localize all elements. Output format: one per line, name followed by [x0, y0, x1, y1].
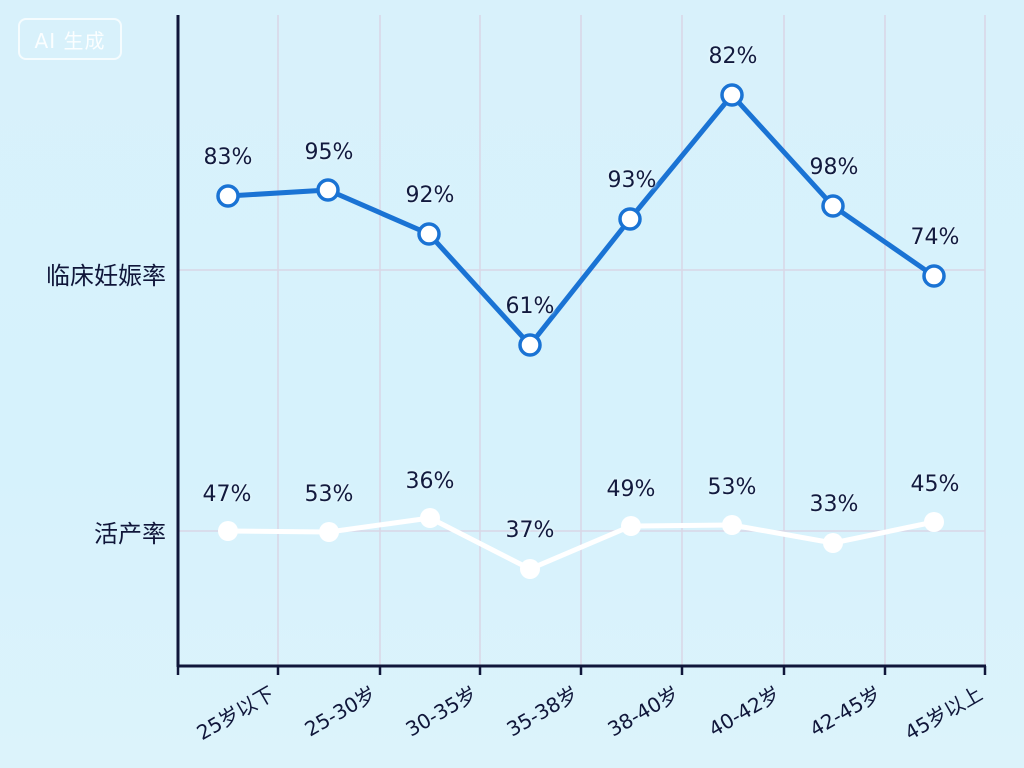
series-clinical-pregnancy-rate — [216, 83, 946, 357]
point-marker[interactable] — [218, 521, 238, 541]
x-ticks — [176, 666, 987, 675]
clinical-pregnancy-markers — [216, 83, 946, 357]
point-marker[interactable] — [821, 194, 845, 218]
data-label: 53% — [304, 482, 354, 507]
data-label: 45% — [910, 472, 960, 497]
point-marker[interactable] — [621, 516, 641, 536]
point-marker[interactable] — [316, 178, 340, 202]
data-label: 95% — [304, 140, 354, 165]
point-marker[interactable] — [922, 264, 946, 288]
y-label-live-birth-rate: 活产率 — [94, 520, 166, 548]
live-birth-markers — [218, 508, 944, 579]
data-label: 33% — [809, 492, 859, 517]
point-marker[interactable] — [420, 508, 440, 528]
data-label: 98% — [809, 155, 859, 180]
axes — [176, 15, 987, 675]
point-marker[interactable] — [216, 184, 240, 208]
data-label: 61% — [505, 294, 555, 319]
point-marker[interactable] — [618, 207, 642, 231]
point-marker[interactable] — [924, 512, 944, 532]
data-label: 82% — [708, 44, 758, 69]
data-label: 49% — [606, 477, 656, 502]
series-live-birth-rate — [218, 508, 944, 579]
data-label: 93% — [607, 168, 657, 193]
data-label: 92% — [405, 183, 455, 208]
data-label: 53% — [707, 475, 757, 500]
point-marker[interactable] — [319, 522, 339, 542]
ai-generated-badge: AI 生成 — [18, 18, 122, 60]
data-label: 36% — [405, 469, 455, 494]
y-label-clinical-pregnancy-rate: 临床妊娠率 — [46, 262, 166, 290]
grid-lines — [178, 15, 986, 666]
data-label: 83% — [203, 145, 253, 170]
point-marker[interactable] — [417, 222, 441, 246]
point-marker[interactable] — [520, 559, 540, 579]
point-marker[interactable] — [518, 333, 542, 357]
data-label: 37% — [505, 518, 555, 543]
point-marker[interactable] — [823, 533, 843, 553]
data-label: 47% — [202, 482, 252, 507]
data-label: 74% — [910, 225, 960, 250]
point-marker[interactable] — [720, 83, 744, 107]
point-marker[interactable] — [722, 515, 742, 535]
